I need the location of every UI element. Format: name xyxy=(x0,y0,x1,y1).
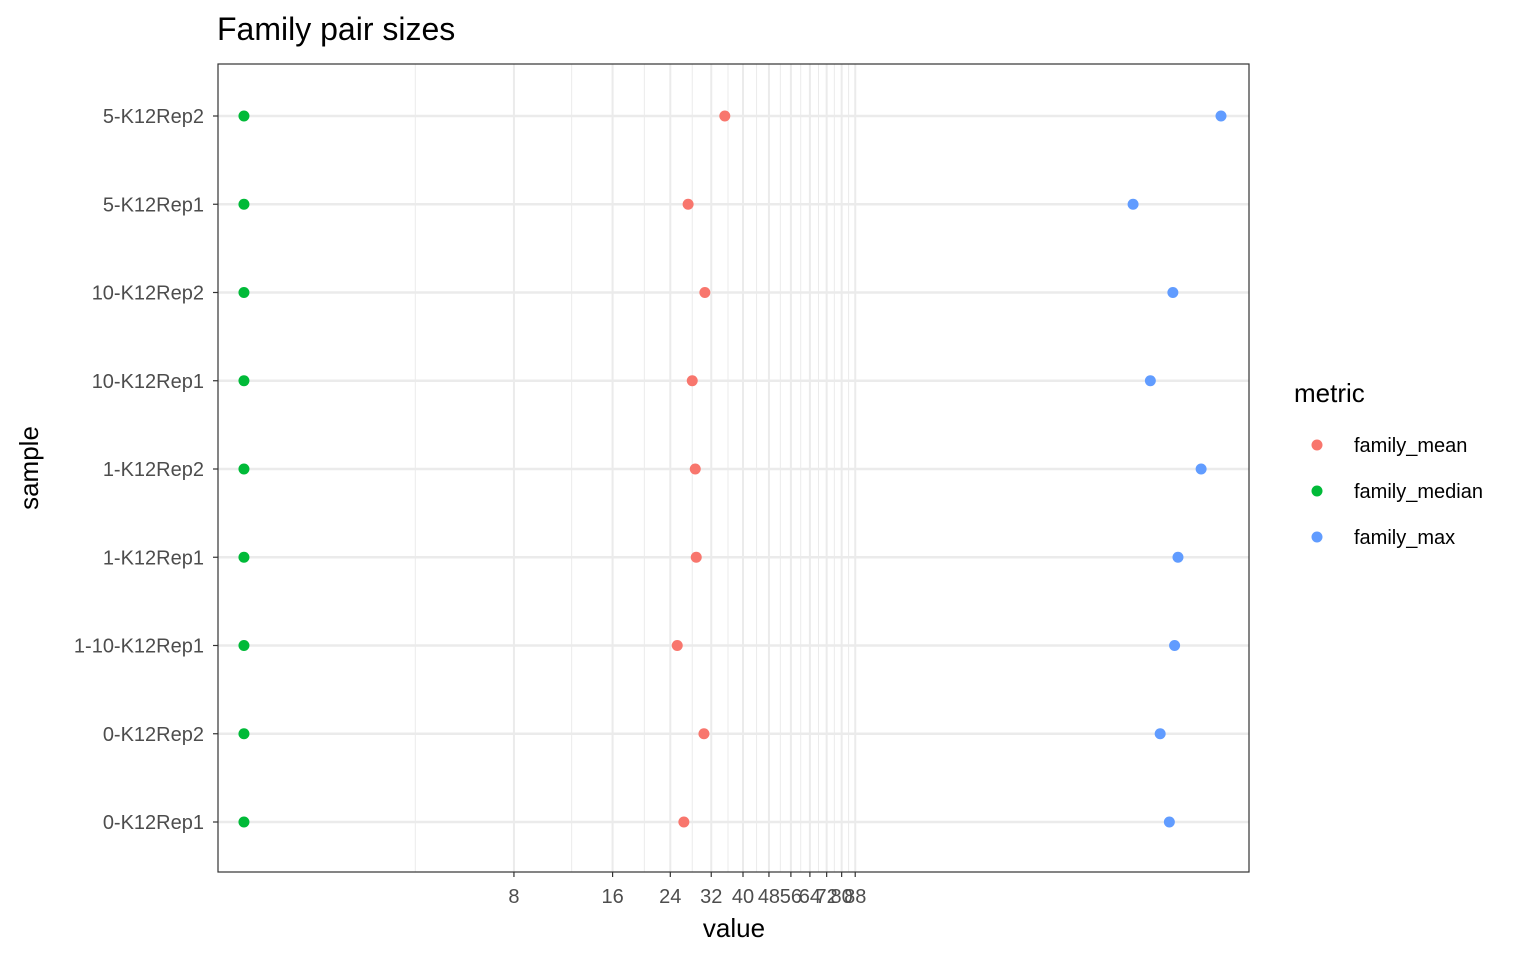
chart-title: Family pair sizes xyxy=(217,11,455,47)
point-family_max-0-K12Rep2 xyxy=(1154,728,1166,740)
x-tick-label: 48 xyxy=(758,886,780,908)
x-tick-label: 32 xyxy=(700,886,722,908)
panel-border xyxy=(217,63,1250,873)
point-family_median-0-K12Rep1 xyxy=(238,816,250,828)
point-family_max-1-K12Rep2 xyxy=(1195,463,1207,475)
point-family_mean-0-K12Rep1 xyxy=(678,816,690,828)
legend-label-family_max: family_max xyxy=(1354,527,1455,549)
legend-label-family_mean: family_mean xyxy=(1354,435,1467,457)
legend-key-family_median xyxy=(1311,485,1323,497)
point-family_max-5-K12Rep2 xyxy=(1215,110,1227,122)
y-tick-label: 5-K12Rep2 xyxy=(103,106,204,128)
legend-label-family_median: family_median xyxy=(1354,481,1483,503)
y-axis-title: sample xyxy=(14,426,44,510)
point-family_median-1-10-K12Rep1 xyxy=(238,640,250,651)
point-family_mean-10-K12Rep2 xyxy=(699,287,711,298)
point-family_mean-0-K12Rep2 xyxy=(698,728,710,740)
point-family_mean-1-10-K12Rep1 xyxy=(671,640,683,651)
point-family_median-0-K12Rep2 xyxy=(238,728,250,740)
point-family_max-5-K12Rep1 xyxy=(1127,198,1139,210)
legend-key-family_mean xyxy=(1311,439,1323,451)
y-tick-label: 10-K12Rep1 xyxy=(92,371,204,393)
x-axis-title: value xyxy=(703,913,765,943)
point-family_max-0-K12Rep1 xyxy=(1163,816,1175,828)
point-family_max-10-K12Rep2 xyxy=(1167,287,1179,298)
x-tick-label: 72 xyxy=(816,886,838,908)
legend: metric family_mean family_median family_ma… xyxy=(1294,378,1483,549)
point-family_max-1-K12Rep1 xyxy=(1172,551,1184,563)
point-family_median-1-K12Rep2 xyxy=(238,463,250,475)
y-tick-label: 1-K12Rep1 xyxy=(103,547,204,569)
x-tick-label: 24 xyxy=(659,886,681,908)
point-family_max-10-K12Rep1 xyxy=(1144,375,1156,387)
y-tick-label: 1-10-K12Rep1 xyxy=(74,636,204,658)
point-family_mean-5-K12Rep2 xyxy=(719,110,731,122)
point-family_median-10-K12Rep1 xyxy=(238,375,250,387)
x-tick-label: 8 xyxy=(508,886,519,908)
y-axis: 0-K12Rep1 0-K12Rep2 1-10-K12Rep1 1-K12Rep1 1… xyxy=(74,106,218,834)
point-family_median-5-K12Rep2 xyxy=(238,110,250,122)
legend-title: metric xyxy=(1294,378,1365,408)
major-gridlines xyxy=(218,64,1249,872)
x-tick-label: 16 xyxy=(601,886,623,908)
x-tick-label: 64 xyxy=(799,886,821,908)
x-tick-label: 40 xyxy=(732,886,754,908)
point-family_median-10-K12Rep2 xyxy=(238,287,250,298)
point-family_mean-1-K12Rep2 xyxy=(689,463,701,475)
y-tick-label: 5-K12Rep1 xyxy=(103,194,204,216)
legend-key-family_max xyxy=(1311,531,1323,543)
y-tick-label: 0-K12Rep1 xyxy=(103,812,204,834)
x-tick-label: 80 xyxy=(831,886,853,908)
point-family_max-1-10-K12Rep1 xyxy=(1169,640,1181,651)
x-tick-label: 56 xyxy=(780,886,802,908)
x-tick-label: 88 xyxy=(844,886,866,908)
y-tick-label: 1-K12Rep2 xyxy=(103,459,204,481)
y-tick-label: 0-K12Rep2 xyxy=(103,724,204,746)
point-family_mean-5-K12Rep1 xyxy=(682,198,694,210)
y-tick-label: 10-K12Rep2 xyxy=(92,283,204,305)
point-family_median-1-K12Rep1 xyxy=(238,551,250,563)
point-family_mean-1-K12Rep1 xyxy=(690,551,702,563)
point-family_median-5-K12Rep1 xyxy=(238,198,250,210)
point-family_mean-10-K12Rep1 xyxy=(686,375,698,387)
data-points xyxy=(238,110,1227,828)
